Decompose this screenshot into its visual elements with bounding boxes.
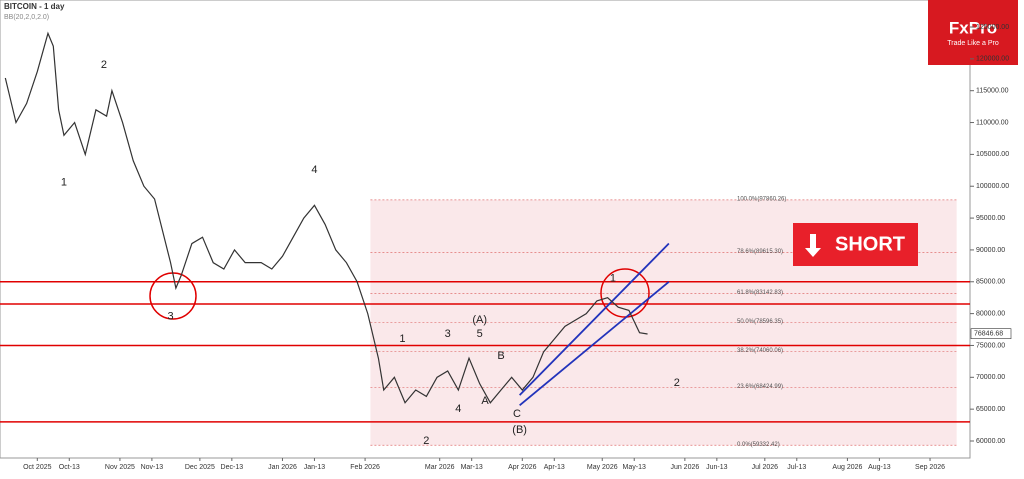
x-tick-label: Nov 2025 (105, 464, 135, 471)
x-tick-label: Aug-13 (868, 464, 891, 471)
x-tick-label: May 2026 (587, 464, 618, 471)
x-tick-label: Nov-13 (141, 464, 164, 471)
wave-label: 2 (423, 435, 429, 447)
x-tick-label: Mar 2026 (425, 464, 455, 471)
channel-line (519, 281, 670, 407)
x-tick-label: Feb 2026 (350, 464, 380, 471)
channel-line (519, 242, 670, 396)
x-tick-label: Apr 2026 (508, 464, 537, 471)
x-tick-label: Jul 2026 (752, 464, 779, 471)
wave-label: 4 (311, 164, 317, 176)
chart-subtitle: BB(20,2,0,2.0) (4, 14, 49, 21)
fib-label: 61.8%(83142.83) (737, 290, 783, 296)
x-tick-label: Sep 2026 (915, 464, 945, 471)
chart-title: BITCOIN - 1 day (4, 2, 65, 11)
y-tick-label: 100000.00 (976, 183, 1009, 190)
x-tick-label: Jan-13 (304, 464, 326, 471)
wave-label: C (513, 408, 521, 420)
x-tick-label: Jun 2026 (670, 464, 699, 471)
x-tick-label: Aug 2026 (832, 464, 862, 471)
wave-label: (B) (512, 424, 527, 436)
x-tick-label: Mar-13 (461, 464, 483, 471)
x-tick-label: May-13 (623, 464, 646, 471)
fib-label: 78.6%(89615.30) (737, 249, 783, 255)
wave-label: B (497, 350, 504, 362)
wave-label: 1 (610, 272, 616, 284)
y-tick-label: 95000.00 (976, 215, 1005, 222)
last-price-label: 76846.68 (974, 331, 1003, 338)
y-tick-label: 110000.00 (976, 119, 1009, 126)
x-tick-label: Jan 2026 (268, 464, 297, 471)
x-tick-label: Jul-13 (787, 464, 806, 471)
y-tick-label: 85000.00 (976, 279, 1005, 286)
wave-label: 4 (455, 403, 461, 415)
x-tick-label: Jun-13 (706, 464, 728, 471)
y-tick-label: 70000.00 (976, 374, 1005, 381)
fib-label: 0.0%(59332.42) (737, 442, 780, 448)
x-tick-label: Apr-13 (544, 464, 565, 471)
x-tick-label: Oct-13 (59, 464, 80, 471)
wave-label: 2 (674, 377, 680, 389)
down-arrow (805, 234, 821, 257)
price-line (4, 31, 648, 404)
signal: SHORT (835, 233, 905, 255)
x-tick-label: Dec 2025 (185, 464, 215, 471)
y-tick-label: 120000.00 (976, 56, 1009, 63)
y-tick-label: 80000.00 (976, 310, 1005, 317)
y-tick-label: 105000.00 (976, 151, 1009, 158)
wave-label: 3 (445, 328, 451, 340)
last-price-box (970, 328, 1012, 339)
wave-label: 5 (477, 328, 483, 340)
y-tick-label: 115000.00 (976, 88, 1009, 95)
y-tick-label: 90000.00 (976, 247, 1005, 254)
wave-label: 3 (167, 311, 173, 323)
wave-label: (A) (472, 314, 487, 326)
y-tick-label: 65000.00 (976, 406, 1005, 413)
x-tick-label: Dec-13 (221, 464, 244, 471)
y-tick-label: 75000.00 (976, 342, 1005, 349)
fib-label: 23.6%(68424.99) (737, 384, 783, 390)
fib-label: 38.2%(74060.06) (737, 348, 783, 354)
y-tick-label: 60000.00 (976, 438, 1005, 445)
fib-label: 100.0%(97860.26) (737, 196, 786, 202)
y-tick-label: 125000.00 (976, 24, 1009, 31)
wave-label: 1 (61, 176, 67, 188)
tagline: Trade Like a Pro (947, 40, 999, 47)
fib-label: 50.0%(78596.35) (737, 319, 783, 325)
wave-label: 1 (399, 333, 405, 345)
logo: FxPro (949, 18, 997, 37)
wave-label: 2 (101, 59, 107, 71)
logo-box (928, 0, 1018, 65)
wave-label: A (481, 395, 489, 407)
x-tick-label: Oct 2025 (23, 464, 52, 471)
